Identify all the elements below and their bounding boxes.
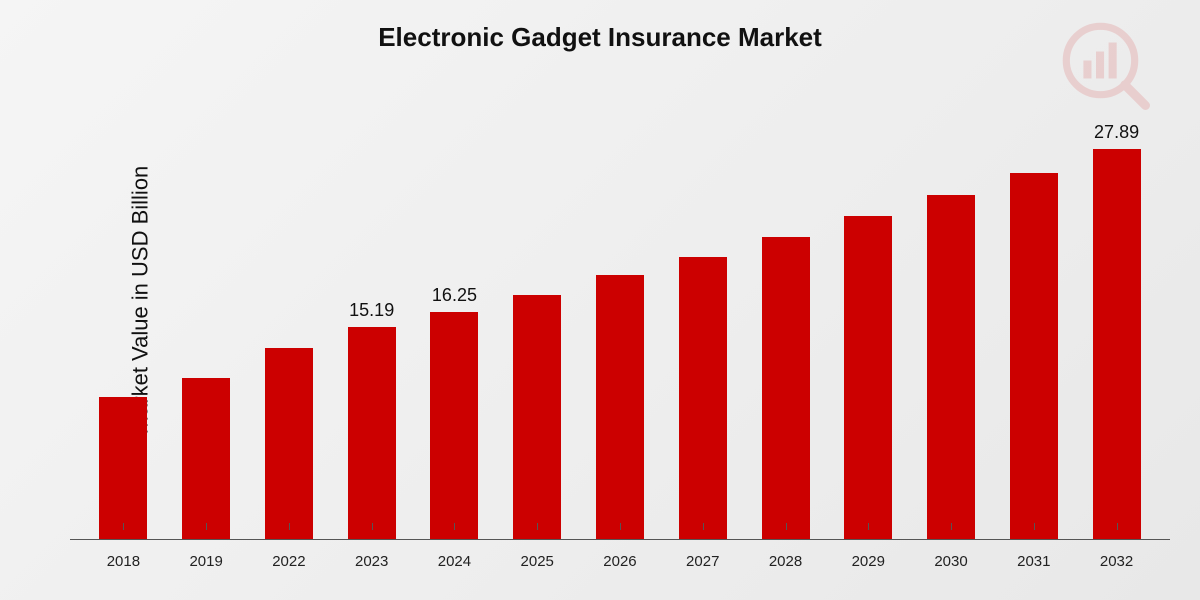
x-tick-label: 2019: [165, 553, 248, 570]
bar-chart-magnify-icon: [1060, 20, 1150, 110]
bar: [927, 195, 975, 539]
x-tick-label: 2018: [82, 553, 165, 570]
x-tick-label: 2024: [413, 553, 496, 570]
x-axis-ticks: 2018201920222023202420252026202720282029…: [70, 553, 1170, 570]
bar: [430, 312, 478, 539]
bar: [596, 275, 644, 539]
x-tick-label: 2026: [579, 553, 662, 570]
bar-slot: [165, 120, 248, 539]
bar: [513, 295, 561, 539]
bar-slot: [827, 120, 910, 539]
watermark-logo: [1060, 20, 1150, 110]
x-tick-label: 2022: [248, 553, 331, 570]
bar: [1010, 173, 1058, 539]
bar-slot: [579, 120, 662, 539]
bar-slot: 15.19: [330, 120, 413, 539]
x-tick-label: 2027: [661, 553, 744, 570]
x-tick-label: 2023: [330, 553, 413, 570]
bar-value-label: 27.89: [1075, 122, 1158, 143]
plot-area: 15.1916.25 27.89: [70, 120, 1170, 540]
chart-title: Electronic Gadget Insurance Market: [378, 22, 822, 53]
bar-slot: [744, 120, 827, 539]
bar-value-label: 15.19: [330, 300, 413, 321]
bar: [348, 327, 396, 539]
bar-container: 15.1916.25 27.89: [70, 120, 1170, 539]
bar-slot: [496, 120, 579, 539]
x-tick-label: 2025: [496, 553, 579, 570]
bar-slot: [992, 120, 1075, 539]
bar: [679, 257, 727, 539]
bar-slot: 16.25: [413, 120, 496, 539]
bar: [1093, 149, 1141, 539]
bar-value-label: 16.25: [413, 285, 496, 306]
bar-slot: [661, 120, 744, 539]
x-tick-label: 2029: [827, 553, 910, 570]
bar: [99, 397, 147, 539]
bar-slot: [82, 120, 165, 539]
bar: [182, 378, 230, 539]
x-tick-label: 2028: [744, 553, 827, 570]
bar: [844, 216, 892, 539]
bar-slot: 27.89: [1075, 120, 1158, 539]
x-tick-label: 2032: [1075, 553, 1158, 570]
bar-slot: [910, 120, 993, 539]
x-tick-label: 2030: [910, 553, 993, 570]
bar-slot: [248, 120, 331, 539]
x-tick-label: 2031: [992, 553, 1075, 570]
bar: [762, 237, 810, 539]
bar: [265, 348, 313, 539]
